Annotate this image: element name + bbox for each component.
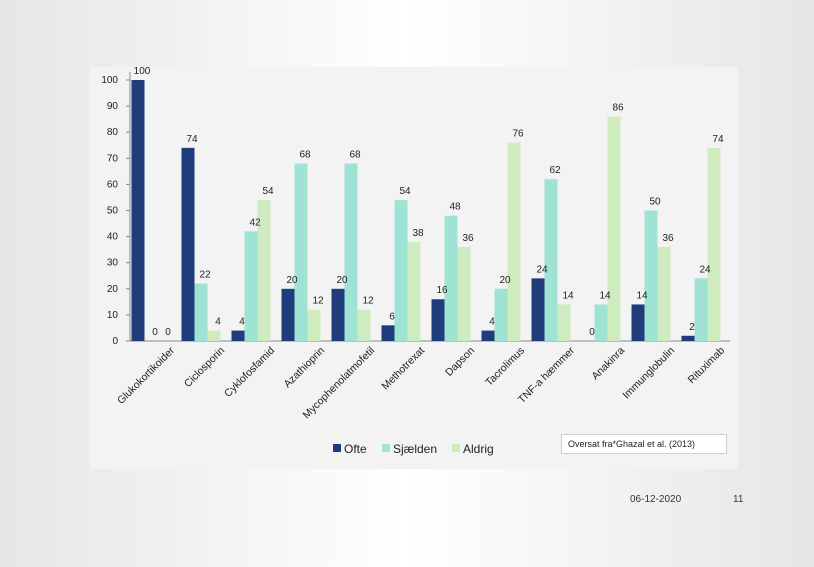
data-label: 68 (299, 150, 311, 161)
y-tick-label: 70 (107, 153, 119, 164)
data-label: 4 (239, 317, 245, 328)
bar-sj-lden (694, 278, 708, 341)
data-label: 100 (134, 66, 151, 77)
data-label: 4 (489, 317, 495, 328)
data-label: 50 (649, 197, 661, 208)
data-label: 0 (165, 327, 171, 338)
bar-aldrig (457, 247, 471, 341)
bar-ofte (231, 330, 245, 341)
data-label: 14 (562, 290, 574, 301)
data-label: 36 (462, 233, 474, 244)
data-label: 6 (389, 311, 395, 322)
data-label: 74 (712, 134, 724, 145)
data-label: 4 (215, 317, 221, 328)
data-label: 12 (312, 296, 324, 307)
data-label: 36 (662, 233, 674, 244)
data-label: 0 (152, 327, 158, 338)
bar-sj-lden (394, 200, 408, 341)
bar-ofte (281, 288, 295, 341)
data-label: 74 (186, 134, 198, 145)
bar-aldrig (257, 200, 271, 341)
bar-sj-lden (494, 288, 508, 341)
data-label: 62 (549, 165, 561, 176)
bar-aldrig (207, 330, 221, 341)
bar-ofte (681, 335, 695, 341)
source-note: Oversat fra*Ghazal et al. (2013) (561, 434, 727, 454)
legend: Ofte Sjælden Aldrig (333, 442, 494, 456)
bar-ofte (531, 278, 545, 341)
bar-sj-lden (244, 231, 258, 341)
data-label: 22 (199, 270, 211, 281)
data-label: 54 (399, 186, 411, 197)
legend-label: Sjælden (393, 442, 437, 456)
y-tick-label: 100 (101, 75, 118, 86)
y-tick-label: 40 (107, 232, 119, 243)
y-tick-label: 80 (107, 127, 119, 138)
y-tick-label: 90 (107, 101, 119, 112)
y-tick-label: 50 (107, 206, 119, 217)
data-label: 14 (599, 290, 611, 301)
legend-label: Aldrig (463, 442, 494, 456)
data-label: 16 (436, 285, 448, 296)
footer-date: 06-12-2020 (630, 494, 682, 505)
bar-sj-lden (194, 283, 208, 341)
data-label: 20 (499, 275, 511, 286)
bar-aldrig (407, 241, 421, 341)
bar-aldrig (557, 304, 571, 341)
data-label: 24 (536, 264, 548, 275)
y-tick-label: 20 (107, 284, 119, 295)
data-label: 42 (249, 217, 261, 228)
legend-label: Ofte (344, 442, 367, 456)
bar-aldrig (507, 142, 521, 341)
y-tick-label: 10 (107, 310, 119, 321)
data-label: 86 (612, 103, 624, 114)
bar-aldrig (657, 247, 671, 341)
data-label: 2 (689, 322, 695, 333)
bar-aldrig (607, 116, 621, 341)
legend-swatch (382, 444, 390, 452)
y-tick-label: 30 (107, 258, 119, 269)
data-label: 14 (636, 290, 648, 301)
y-tick-label: 0 (112, 336, 118, 347)
y-tick-label: 60 (107, 179, 119, 190)
bar-ofte (181, 147, 195, 341)
bar-aldrig (307, 309, 321, 341)
data-label: 20 (336, 275, 348, 286)
legend-swatch (452, 444, 460, 452)
bar-aldrig (707, 147, 721, 341)
legend-swatch (333, 444, 341, 452)
data-label: 48 (449, 202, 461, 213)
bars (131, 80, 721, 341)
page-number: 11 (733, 494, 744, 505)
data-label: 68 (349, 150, 361, 161)
bar-ofte (381, 325, 395, 341)
bar-ofte (331, 288, 345, 341)
data-label: 54 (262, 186, 274, 197)
bar-ofte (431, 299, 445, 341)
bar-aldrig (357, 309, 371, 341)
bar-sj-lden (544, 179, 558, 341)
data-label: 20 (286, 275, 298, 286)
bar-ofte (131, 80, 145, 341)
bar-sj-lden (344, 163, 358, 341)
bar-sj-lden (294, 163, 308, 341)
bar-sj-lden (594, 304, 608, 341)
data-label: 0 (589, 327, 595, 338)
data-label: 24 (699, 264, 711, 275)
bar-sj-lden (444, 215, 458, 341)
bar-ofte (481, 330, 495, 341)
data-label: 76 (512, 129, 524, 140)
bar-sj-lden (644, 210, 658, 341)
bar-ofte (631, 304, 645, 341)
data-label: 38 (412, 228, 424, 239)
data-label: 12 (362, 296, 374, 307)
